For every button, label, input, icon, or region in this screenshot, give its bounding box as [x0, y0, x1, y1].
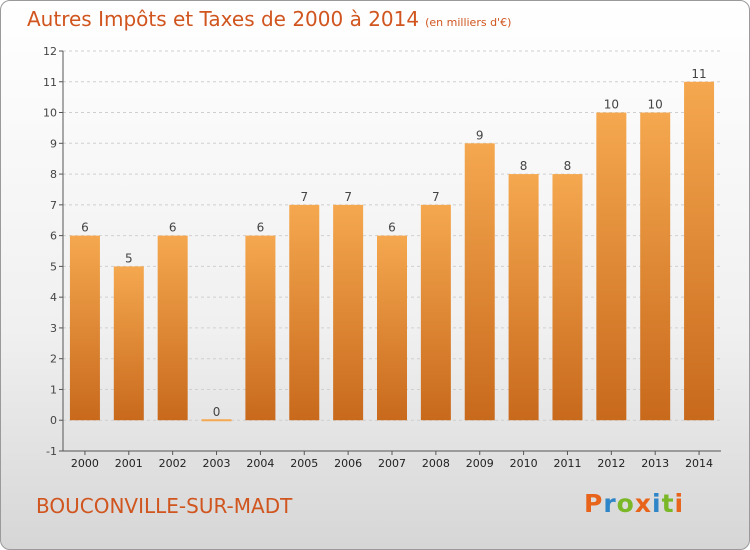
x-tick-label: 2007	[378, 457, 406, 470]
bar	[377, 235, 407, 421]
unit-label: (en milliers d'€)	[425, 16, 512, 29]
x-tick-label: 2000	[71, 457, 99, 470]
x-tick-label: 2012	[597, 457, 625, 470]
y-tick-label: 8	[50, 168, 57, 181]
bar-value-label: 6	[81, 221, 89, 235]
bar-value-label: 5	[125, 251, 133, 265]
y-tick-label: 9	[50, 137, 57, 150]
x-tick-label: 2009	[466, 457, 494, 470]
bar-value-label: 11	[691, 67, 706, 81]
y-tick-label: 2	[50, 353, 57, 366]
y-tick-label: 5	[50, 260, 57, 273]
bar-value-label: 6	[388, 221, 396, 235]
bar	[245, 235, 276, 421]
bar	[420, 204, 451, 421]
proxiti-logo: Proxiti	[584, 489, 684, 518]
bar-value-label: 7	[300, 190, 308, 204]
y-tick-label: 0	[50, 414, 57, 427]
bar-value-label: 8	[564, 159, 572, 173]
x-tick-label: 2005	[290, 457, 318, 470]
bar	[640, 112, 671, 421]
bar-value-label: 8	[520, 159, 528, 173]
x-tick-label: 2010	[510, 457, 538, 470]
bar	[464, 143, 495, 421]
y-tick-label: 1	[50, 383, 57, 396]
chart-title: Autres Impôts et Taxes de 2000 à 2014 (en…	[27, 7, 512, 31]
y-tick-label: 10	[43, 107, 57, 120]
bar	[596, 112, 627, 421]
logo-letter: i	[652, 489, 662, 518]
x-tick-label: 2014	[685, 457, 713, 470]
logo-letter: o	[616, 489, 635, 518]
logo-letter: t	[661, 489, 675, 518]
bar-value-label: 10	[648, 98, 663, 112]
x-tick-label: 2003	[203, 457, 231, 470]
y-tick-label: 7	[50, 199, 57, 212]
x-tick-label: 2001	[115, 457, 143, 470]
bar-value-label: 9	[476, 128, 484, 142]
x-tick-label: 2004	[246, 457, 274, 470]
bar	[333, 204, 364, 421]
bar-value-label: 10	[604, 98, 619, 112]
y-tick-label: 12	[43, 45, 57, 58]
logo-letter: i	[674, 489, 685, 518]
bar	[552, 174, 583, 421]
x-tick-label: 2008	[422, 457, 450, 470]
y-tick-label: 3	[50, 322, 57, 335]
y-tick-label: 11	[43, 76, 57, 89]
bar	[69, 235, 100, 421]
bar-value-label: 0	[213, 405, 221, 419]
y-tick-label: 6	[50, 230, 57, 243]
bar-value-label: 6	[257, 221, 265, 235]
bar	[157, 235, 188, 421]
commune-name: BOUCONVILLE-SUR-MADT	[36, 494, 293, 518]
x-tick-label: 2013	[641, 457, 669, 470]
bar-value-label: 7	[344, 190, 352, 204]
logo-letter: x	[634, 489, 652, 518]
x-tick-label: 2006	[334, 457, 362, 470]
x-tick-label: 2002	[159, 457, 187, 470]
x-tick-label: 2011	[553, 457, 581, 470]
bar	[684, 81, 715, 421]
logo-letter: r	[603, 489, 617, 518]
y-tick-label: 4	[50, 291, 57, 304]
bar-value-label: 6	[169, 221, 177, 235]
logo-letter: P	[584, 489, 604, 518]
y-tick-label: -1	[46, 445, 57, 458]
bar	[508, 174, 539, 421]
bar-value-label: 7	[432, 190, 440, 204]
bar	[113, 266, 144, 421]
bar	[289, 204, 320, 421]
